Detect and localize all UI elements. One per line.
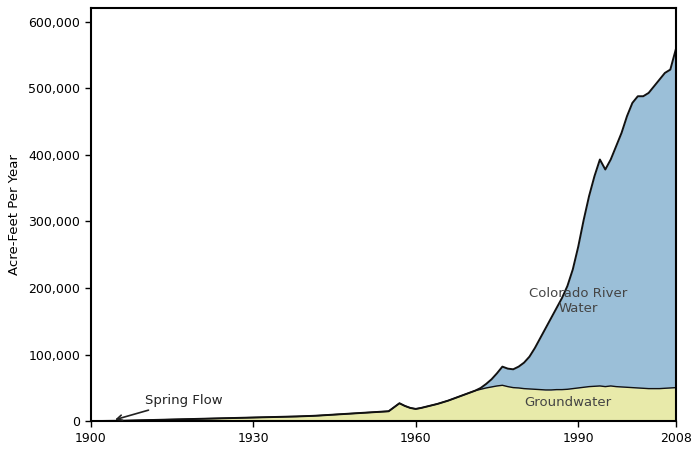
Y-axis label: Acre-Feet Per Year: Acre-Feet Per Year [8, 154, 21, 275]
Text: Spring Flow: Spring Flow [117, 394, 223, 420]
Text: Groundwater: Groundwater [524, 396, 611, 409]
Text: Colorado River
Water: Colorado River Water [529, 287, 627, 315]
